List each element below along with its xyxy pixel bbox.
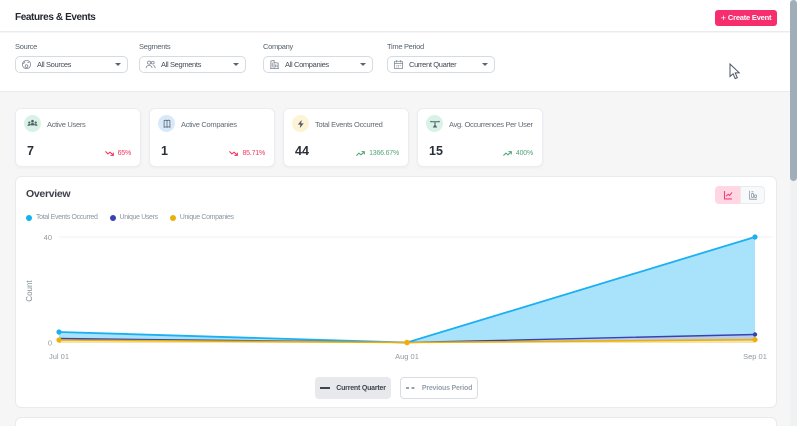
svg-text:40: 40 — [44, 233, 52, 242]
svg-text:Sep 01: Sep 01 — [743, 352, 767, 361]
svg-text:Aug 01: Aug 01 — [395, 352, 419, 361]
svg-text:Jul 01: Jul 01 — [49, 352, 69, 361]
svg-text:Count: Count — [25, 280, 34, 302]
svg-text:0: 0 — [48, 339, 52, 348]
